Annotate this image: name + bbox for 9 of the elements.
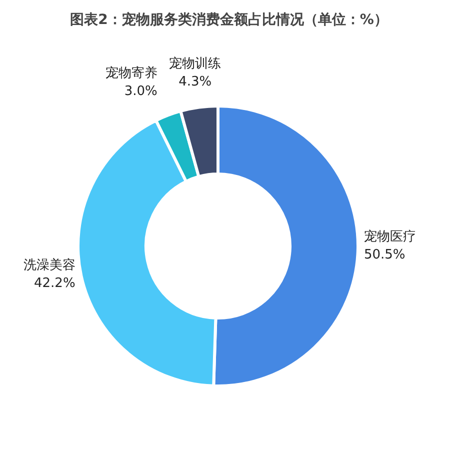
- slice-label: 洗澡美容: [23, 256, 76, 273]
- data-label: 50.5%: [364, 247, 406, 262]
- data-label: 4.3%: [178, 74, 212, 90]
- slice-label: 宠物训练: [169, 56, 222, 72]
- slice-label: 宠物医疗: [364, 229, 416, 244]
- data-label: 42.2%: [34, 276, 76, 291]
- slice-label: 宠物寄养: [105, 65, 158, 82]
- data-label: 3.0%: [124, 84, 158, 100]
- chart-title: 图表2：宠物服务类消费金额占比情况（单位：%）: [70, 11, 388, 28]
